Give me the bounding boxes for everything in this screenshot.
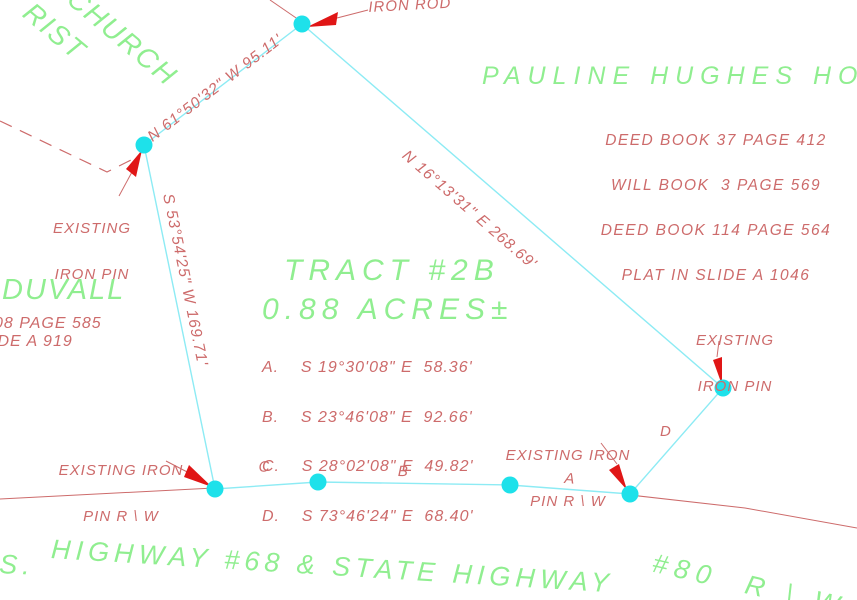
adjoiner-pauline-name: PAULINE HUGHES HO	[482, 62, 857, 90]
tract-area: 0.88 ACRES±	[262, 293, 514, 326]
road-line-right	[629, 494, 857, 529]
corner-marker-left	[135, 136, 153, 154]
course-row-a: A. S 19°30'08" E 58.36'	[262, 359, 473, 376]
pin-left-arrow-icon	[126, 150, 142, 177]
pin-se-arrow-icon	[609, 464, 627, 490]
duvall-deed-reference: 08 PAGE 585	[0, 315, 102, 332]
pin-left-label: EXISTING IRON PIN	[52, 219, 131, 284]
corner-marker-sw	[206, 480, 224, 498]
pin-sw-label: EXISTING IRON PIN R \ W	[58, 461, 184, 526]
corner-marker-road-2	[501, 476, 519, 494]
adjoiner-duvall-name: DUVALL	[2, 274, 126, 306]
course-table: A. S 19°30'08" E 58.36' B. S 23°46'08" E…	[262, 327, 474, 558]
pin-se-label: EXISTING IRON PIN R \ W	[505, 446, 631, 511]
pin-right-label: EXISTING IRON PIN	[695, 331, 774, 396]
pin-right-leader-line	[716, 340, 720, 358]
pin-left-leader-line	[118, 171, 133, 197]
road-name-left: S.	[0, 549, 36, 581]
segment-label-a: A	[563, 470, 577, 488]
road-line-left	[0, 487, 215, 500]
deed-ref-line: DEED BOOK 114 PAGE 564	[600, 222, 832, 239]
course-row-d: D. S 73°46'24" E 68.40'	[262, 507, 474, 525]
pin-right-arrow-icon	[713, 357, 722, 385]
corner-marker-se	[621, 485, 639, 503]
course-row-c: C. S 28°02'08" E 49.82'	[262, 458, 474, 475]
segment-label-d: D	[660, 423, 672, 440]
tract-boundary	[143, 23, 724, 495]
corner-marker-right	[714, 379, 732, 397]
deed-ref-line: DEED BOOK 37 PAGE 412	[605, 132, 827, 149]
pin-se-leader-line	[600, 442, 618, 465]
pin-sw-arrow-icon	[184, 465, 212, 487]
tract-title: TRACT #2B	[284, 254, 500, 287]
adjoiner-dashed-line	[0, 120, 138, 173]
iron-rod-arrow-icon	[307, 12, 338, 27]
deed-ref-line: PLAT IN SLIDE A 1046	[621, 267, 811, 284]
course-row-b: B. S 23°46'08" E 92.66'	[262, 408, 473, 426]
deed-ref-line: WILL BOOK 3 PAGE 569	[610, 177, 822, 194]
corner-marker-road-1	[309, 473, 327, 491]
segment-label-c: C	[257, 458, 271, 476]
duvall-slide-reference: IDE A 919	[0, 333, 73, 350]
pauline-deed-references: DEED BOOK 37 PAGE 412 WILL BOOK 3 PAGE 5…	[575, 103, 857, 313]
corner-marker-iron-rod	[293, 15, 311, 33]
iron-rod-leader-line	[336, 9, 369, 19]
segment-label-b: B	[397, 463, 410, 481]
